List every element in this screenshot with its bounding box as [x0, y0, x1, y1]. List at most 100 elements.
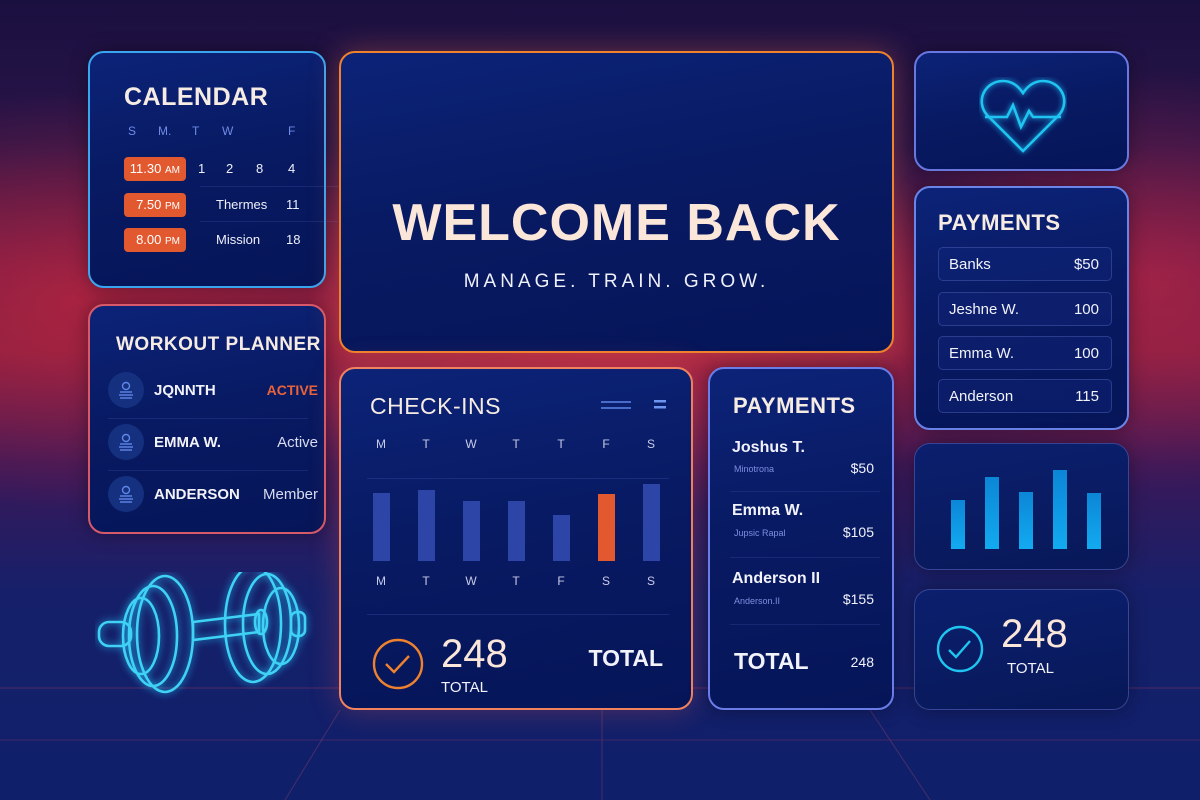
payment-amount: 100 — [1073, 301, 1099, 318]
checkins-total-value: 248 — [441, 632, 508, 676]
weekday-label: F — [288, 124, 296, 138]
user-avatar-icon — [108, 476, 144, 512]
summary-total-label: TOTAL — [1007, 660, 1054, 677]
divider — [200, 221, 390, 222]
chart-bar[interactable] — [373, 493, 390, 561]
payment-amount: 100 — [1073, 345, 1099, 362]
payment-row[interactable]: Emma W. 100 — [938, 336, 1112, 370]
chart-x-label: F — [557, 574, 565, 588]
chart-day-label: W — [465, 437, 477, 451]
checkins-card: CHECK-INS M T W T T F S M T W T F S S 248 TOTAL TOTA… — [339, 367, 693, 710]
payment-row[interactable]: Jeshne W. 100 — [938, 292, 1112, 326]
payment-name: Jeshne W. — [949, 301, 1020, 318]
calendar-day[interactable]: 2 — [226, 161, 234, 176]
payment-amount: $155 — [842, 591, 874, 607]
divider — [730, 491, 880, 492]
calendar-event-time[interactable]: 8.00 PM — [124, 228, 186, 252]
checkins-total-heading: TOTAL — [588, 645, 663, 671]
payment-amount: 115 — [1075, 388, 1099, 405]
payment-amount: $105 — [842, 524, 874, 540]
mini-chart-bar — [985, 477, 999, 549]
calendar-event-label[interactable]: Thermes — [216, 197, 268, 212]
menu-icon[interactable] — [653, 399, 667, 411]
member-status: Active — [277, 434, 318, 451]
calendar-day[interactable]: 4 — [288, 161, 296, 176]
calendar-event-time[interactable]: 11.30 AM — [124, 157, 186, 181]
payment-subtitle: Minotrona — [734, 464, 775, 474]
dumbbell-icon — [97, 572, 307, 694]
chart-bar[interactable] — [643, 484, 660, 561]
calendar-day[interactable]: 8 — [256, 161, 264, 176]
user-avatar-icon — [108, 372, 144, 408]
check-circle-icon — [936, 625, 984, 673]
check-circle-icon — [372, 638, 424, 690]
summary-total-card: 248 TOTAL — [914, 589, 1129, 710]
calendar-event-label[interactable]: Mission — [216, 232, 261, 247]
mini-chart-bar — [1053, 470, 1067, 549]
member-status: ACTIVE — [266, 382, 318, 398]
weekday-label: S — [128, 124, 137, 138]
calendar-card: CALENDAR S M. T W F 11.30 AM 1 2 8 4 7.5… — [88, 51, 390, 288]
calendar-day[interactable]: 18 — [286, 232, 301, 247]
workout-planner-card: WORKOUT PLANNER JQNNTH ACTIVE EMMA W. Ac… — [88, 304, 326, 534]
mini-chart-bar — [1087, 493, 1101, 549]
divider — [108, 470, 308, 471]
member-row[interactable]: JQNNTH ACTIVE — [108, 370, 318, 414]
calendar-title: CALENDAR — [124, 83, 269, 111]
mini-bar-chart-card — [914, 443, 1129, 570]
member-row[interactable]: EMMA W. Active — [108, 422, 318, 466]
chart-day-label: F — [602, 437, 610, 451]
calendar-event-time[interactable]: 7.50 PM — [124, 193, 186, 217]
payment-name: Banks — [949, 256, 991, 273]
welcome-banner: WELCOME BACK MANAGE. TRAIN. GROW. — [339, 51, 894, 353]
health-card[interactable] — [914, 51, 1129, 171]
checkins-title: CHECK-INS — [370, 393, 502, 419]
payment-subtitle: Anderson.II — [734, 596, 781, 606]
weekday-label: M. — [158, 124, 172, 138]
chart-bar[interactable] — [418, 490, 435, 561]
chart-day-label: S — [646, 437, 655, 451]
chart-bar[interactable] — [508, 501, 525, 561]
weekday-label: W — [222, 124, 234, 138]
payment-row[interactable]: Anderson 115 — [938, 379, 1112, 413]
payments-total-label: TOTAL — [734, 648, 809, 674]
chart-x-label: T — [512, 574, 520, 588]
member-status: Member — [262, 486, 318, 503]
list-lines-icon[interactable] — [599, 399, 633, 411]
payment-amount: $50 — [850, 460, 874, 476]
chart-day-label: T — [422, 437, 430, 451]
mini-chart-bar — [951, 500, 965, 549]
user-avatar-icon — [108, 424, 144, 460]
calendar-day[interactable]: 1 — [198, 161, 206, 176]
divider — [730, 624, 880, 625]
heart-pulse-icon — [980, 79, 1066, 153]
chart-bar[interactable] — [553, 515, 570, 561]
member-name: EMMA W. — [154, 434, 221, 451]
payments-total-value: 248 — [850, 654, 874, 670]
chart-x-label: S — [601, 574, 610, 588]
workout-planner-title: WORKOUT PLANNER — [116, 334, 321, 355]
chart-day-label: T — [512, 437, 520, 451]
chart-x-label: M — [376, 574, 386, 588]
chart-x-label: W — [465, 574, 477, 588]
payments-side-card: PAYMENTS Banks $50 Jeshne W. 100 Emma W.… — [914, 186, 1129, 430]
chart-day-label: M — [376, 437, 386, 451]
payment-amount: $50 — [1073, 256, 1099, 273]
divider — [730, 557, 880, 558]
payment-name: Joshus T. — [732, 439, 805, 456]
chart-x-label: T — [422, 574, 430, 588]
chart-bar[interactable] — [598, 494, 615, 561]
calendar-day[interactable]: 11 — [286, 197, 300, 212]
payments-side-title: PAYMENTS — [938, 210, 1061, 235]
chart-bar[interactable] — [463, 501, 480, 561]
payment-subtitle: Jupsic Rapal — [734, 528, 786, 538]
divider — [367, 614, 669, 615]
member-row[interactable]: ANDERSON Member — [108, 474, 318, 518]
divider — [200, 186, 390, 187]
chart-gridline — [367, 478, 669, 479]
summary-total-value: 248 — [1001, 612, 1068, 656]
checkins-total-label: TOTAL — [441, 679, 488, 696]
mini-chart-bar — [1019, 492, 1033, 549]
payment-row[interactable]: Banks $50 — [938, 247, 1112, 281]
welcome-tagline: MANAGE. TRAIN. GROW. — [463, 271, 770, 292]
